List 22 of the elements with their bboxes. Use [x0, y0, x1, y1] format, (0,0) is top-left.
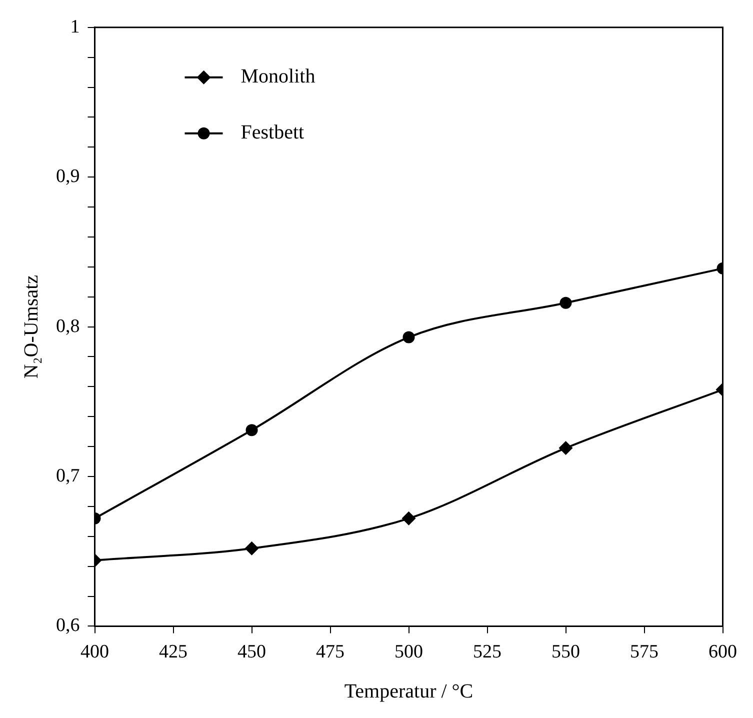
- legend-label: Festbett: [240, 122, 305, 144]
- y-tick-label: 0,8: [56, 316, 80, 337]
- y-tick-label: 0,7: [56, 465, 80, 486]
- x-tick-label: 600: [708, 642, 737, 663]
- legend-label: Monolith: [240, 66, 316, 88]
- x-tick-label: 575: [630, 642, 658, 663]
- y-tick-label: 0,6: [56, 615, 80, 636]
- x-tick-label: 550: [552, 642, 580, 663]
- x-tick-label: 450: [238, 642, 266, 663]
- y-axis-title: N₂O-Umsatz: [20, 274, 42, 379]
- point: [402, 511, 416, 526]
- point: [246, 424, 258, 436]
- point: [402, 331, 415, 344]
- x-tick-label: 500: [394, 642, 423, 663]
- y-tick-label: 1: [70, 16, 80, 38]
- x-tick-label: 400: [80, 642, 109, 663]
- x-tick-label: 525: [473, 642, 502, 663]
- x-tick-label: 475: [316, 642, 344, 663]
- x-axis-title: Temperatur / °C: [344, 680, 474, 702]
- y-tick-label: 0,9: [56, 166, 80, 188]
- x-tick-label: 425: [159, 642, 188, 663]
- point: [244, 541, 259, 556]
